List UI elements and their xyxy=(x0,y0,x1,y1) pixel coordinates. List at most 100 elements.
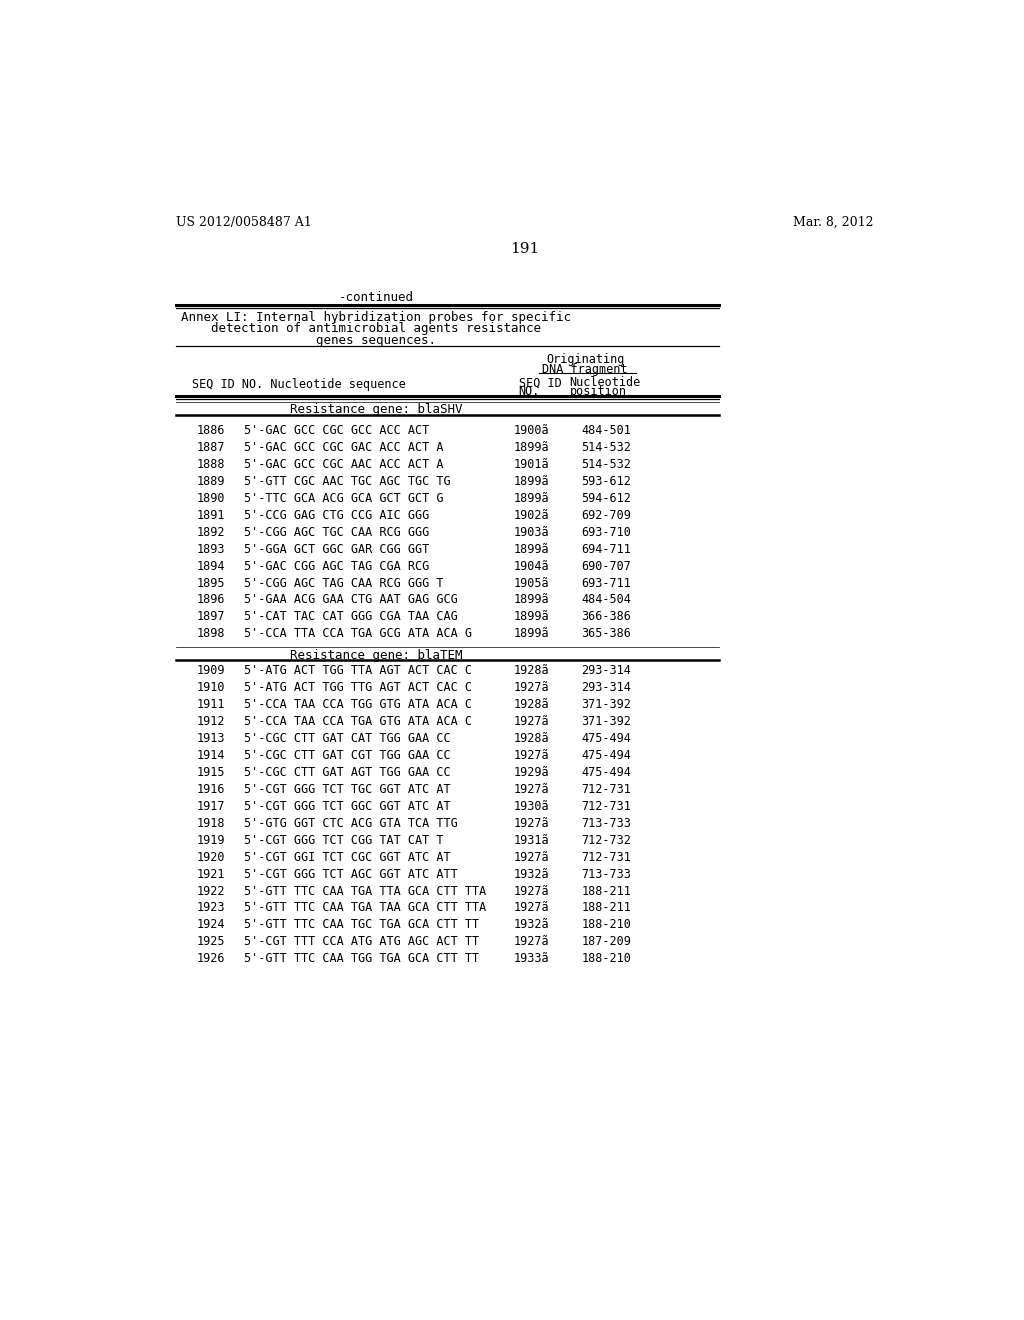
Text: 5'-CAT TAC CAT GGG CGA TAA CAG: 5'-CAT TAC CAT GGG CGA TAA CAG xyxy=(245,610,458,623)
Text: 593-612: 593-612 xyxy=(582,475,631,488)
Text: US 2012/0058487 A1: US 2012/0058487 A1 xyxy=(176,216,311,230)
Text: 366-386: 366-386 xyxy=(582,610,631,623)
Text: 1901ã: 1901ã xyxy=(514,458,550,471)
Text: 5'-GAC CGG AGC TAG CGA RCG: 5'-GAC CGG AGC TAG CGA RCG xyxy=(245,560,429,573)
Text: 1914: 1914 xyxy=(197,748,224,762)
Text: 1898: 1898 xyxy=(197,627,224,640)
Text: 5'-CGT GGG TCT TGC GGT ATC AT: 5'-CGT GGG TCT TGC GGT ATC AT xyxy=(245,783,451,796)
Text: 5'-CGT GGG TCT CGG TAT CAT T: 5'-CGT GGG TCT CGG TAT CAT T xyxy=(245,834,443,846)
Text: 1919: 1919 xyxy=(197,834,224,846)
Text: 1897: 1897 xyxy=(197,610,224,623)
Text: 1899ã: 1899ã xyxy=(514,441,550,454)
Text: detection of antimicrobial agents resistance: detection of antimicrobial agents resist… xyxy=(211,322,541,335)
Text: 1912: 1912 xyxy=(197,715,224,729)
Text: 713-733: 713-733 xyxy=(582,867,631,880)
Text: 1931ã: 1931ã xyxy=(514,834,550,846)
Text: Originating: Originating xyxy=(546,354,625,366)
Text: 1889: 1889 xyxy=(197,475,224,488)
Text: 1932ã: 1932ã xyxy=(514,919,550,932)
Text: 1899ã: 1899ã xyxy=(514,627,550,640)
Text: 188-211: 188-211 xyxy=(582,884,631,898)
Text: 713-733: 713-733 xyxy=(582,817,631,830)
Text: 1928ã: 1928ã xyxy=(514,664,550,677)
Text: 1926: 1926 xyxy=(197,952,224,965)
Text: 5'-GTT TTC CAA TGC TGA GCA CTT TT: 5'-GTT TTC CAA TGC TGA GCA CTT TT xyxy=(245,919,479,932)
Text: 1932ã: 1932ã xyxy=(514,867,550,880)
Text: 693-711: 693-711 xyxy=(582,577,631,590)
Text: 1896: 1896 xyxy=(197,594,224,606)
Text: 1928ã: 1928ã xyxy=(514,733,550,744)
Text: 1890: 1890 xyxy=(197,492,224,504)
Text: 5'-CCG GAG CTG CCG AIC GGG: 5'-CCG GAG CTG CCG AIC GGG xyxy=(245,508,429,521)
Text: 1899ã: 1899ã xyxy=(514,475,550,488)
Text: 514-532: 514-532 xyxy=(582,458,631,471)
Text: 5'-CGG AGC TAG CAA RCG GGG T: 5'-CGG AGC TAG CAA RCG GGG T xyxy=(245,577,443,590)
Text: Resistance gene: blaSHV: Resistance gene: blaSHV xyxy=(290,404,462,416)
Text: 5'-ATG ACT TGG TTA AGT ACT CAC C: 5'-ATG ACT TGG TTA AGT ACT CAC C xyxy=(245,664,472,677)
Text: 693-710: 693-710 xyxy=(582,525,631,539)
Text: 712-731: 712-731 xyxy=(582,800,631,813)
Text: 1913: 1913 xyxy=(197,733,224,744)
Text: 712-732: 712-732 xyxy=(582,834,631,846)
Text: 5'-CCA TAA CCA TGA GTG ATA ACA C: 5'-CCA TAA CCA TGA GTG ATA ACA C xyxy=(245,715,472,729)
Text: 1900ã: 1900ã xyxy=(514,424,550,437)
Text: 1892: 1892 xyxy=(197,525,224,539)
Text: 5'-CGT GGG TCT AGC GGT ATC ATT: 5'-CGT GGG TCT AGC GGT ATC ATT xyxy=(245,867,458,880)
Text: 594-612: 594-612 xyxy=(582,492,631,504)
Text: 5'-GAC GCC CGC GAC ACC ACT A: 5'-GAC GCC CGC GAC ACC ACT A xyxy=(245,441,443,454)
Text: 1927ã: 1927ã xyxy=(514,902,550,915)
Text: 188-211: 188-211 xyxy=(582,902,631,915)
Text: 1899ã: 1899ã xyxy=(514,594,550,606)
Text: 712-731: 712-731 xyxy=(582,783,631,796)
Text: 5'-CGC CTT GAT AGT TGG GAA CC: 5'-CGC CTT GAT AGT TGG GAA CC xyxy=(245,766,451,779)
Text: 1902ã: 1902ã xyxy=(514,508,550,521)
Text: 1922: 1922 xyxy=(197,884,224,898)
Text: 5'-GAC GCC CGC AAC ACC ACT A: 5'-GAC GCC CGC AAC ACC ACT A xyxy=(245,458,443,471)
Text: 1899ã: 1899ã xyxy=(514,610,550,623)
Text: 475-494: 475-494 xyxy=(582,733,631,744)
Text: 690-707: 690-707 xyxy=(582,560,631,573)
Text: 1909: 1909 xyxy=(197,664,224,677)
Text: 1916: 1916 xyxy=(197,783,224,796)
Text: 1911: 1911 xyxy=(197,698,224,711)
Text: 1893: 1893 xyxy=(197,543,224,556)
Text: Mar. 8, 2012: Mar. 8, 2012 xyxy=(793,216,873,230)
Text: 1929ã: 1929ã xyxy=(514,766,550,779)
Text: 187-209: 187-209 xyxy=(582,936,631,948)
Text: 1915: 1915 xyxy=(197,766,224,779)
Text: NO.: NO. xyxy=(518,385,540,397)
Text: 1894: 1894 xyxy=(197,560,224,573)
Text: 514-532: 514-532 xyxy=(582,441,631,454)
Text: SEQ ID: SEQ ID xyxy=(518,376,561,389)
Text: 5'-GAA ACG GAA CTG AAT GAG GCG: 5'-GAA ACG GAA CTG AAT GAG GCG xyxy=(245,594,458,606)
Text: 1918: 1918 xyxy=(197,817,224,830)
Text: 5'-GTT TTC CAA TGA TTA GCA CTT TTA: 5'-GTT TTC CAA TGA TTA GCA CTT TTA xyxy=(245,884,486,898)
Text: 1927ã: 1927ã xyxy=(514,850,550,863)
Text: 5'-TTC GCA ACG GCA GCT GCT G: 5'-TTC GCA ACG GCA GCT GCT G xyxy=(245,492,443,504)
Text: 1930ã: 1930ã xyxy=(514,800,550,813)
Text: 1927ã: 1927ã xyxy=(514,884,550,898)
Text: 1927ã: 1927ã xyxy=(514,681,550,694)
Text: 1923: 1923 xyxy=(197,902,224,915)
Text: 5'-GTT TTC CAA TGG TGA GCA CTT TT: 5'-GTT TTC CAA TGG TGA GCA CTT TT xyxy=(245,952,479,965)
Text: 371-392: 371-392 xyxy=(582,698,631,711)
Text: 1933ã: 1933ã xyxy=(514,952,550,965)
Text: 5'-CGT GGG TCT GGC GGT ATC AT: 5'-CGT GGG TCT GGC GGT ATC AT xyxy=(245,800,451,813)
Text: 5'-GGA GCT GGC GAR CGG GGT: 5'-GGA GCT GGC GAR CGG GGT xyxy=(245,543,429,556)
Text: 692-709: 692-709 xyxy=(582,508,631,521)
Text: 484-501: 484-501 xyxy=(582,424,631,437)
Text: 475-494: 475-494 xyxy=(582,748,631,762)
Text: 1917: 1917 xyxy=(197,800,224,813)
Text: position: position xyxy=(569,385,627,397)
Text: Nucleotide: Nucleotide xyxy=(569,376,641,389)
Text: -continued: -continued xyxy=(339,290,414,304)
Text: 5'-ATG ACT TGG TTG AGT ACT CAC C: 5'-ATG ACT TGG TTG AGT ACT CAC C xyxy=(245,681,472,694)
Text: 1920: 1920 xyxy=(197,850,224,863)
Text: 1905ã: 1905ã xyxy=(514,577,550,590)
Text: 1899ã: 1899ã xyxy=(514,492,550,504)
Text: 475-494: 475-494 xyxy=(582,766,631,779)
Text: 5'-CGT TTT CCA ATG ATG AGC ACT TT: 5'-CGT TTT CCA ATG ATG AGC ACT TT xyxy=(245,936,479,948)
Text: 1925: 1925 xyxy=(197,936,224,948)
Text: 5'-GTT TTC CAA TGA TAA GCA CTT TTA: 5'-GTT TTC CAA TGA TAA GCA CTT TTA xyxy=(245,902,486,915)
Text: 484-504: 484-504 xyxy=(582,594,631,606)
